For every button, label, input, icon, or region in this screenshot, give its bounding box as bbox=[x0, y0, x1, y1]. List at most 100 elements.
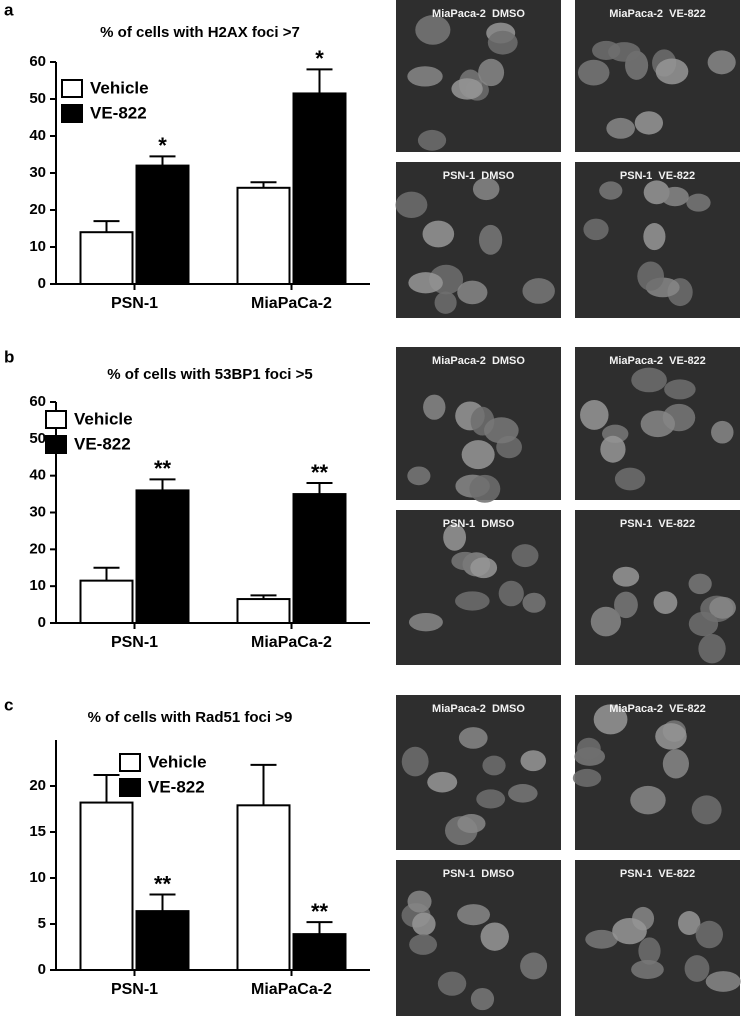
image-label: MiaPaca-2 DMSO bbox=[432, 8, 525, 20]
bar bbox=[236, 804, 291, 971]
panel-label: a bbox=[4, 0, 14, 19]
nucleus bbox=[483, 417, 519, 444]
nucleus bbox=[631, 367, 667, 393]
nucleus bbox=[469, 474, 501, 503]
y-tick-label: 40 bbox=[29, 467, 46, 484]
legend-swatch bbox=[45, 410, 67, 429]
nucleus bbox=[407, 890, 432, 913]
nucleus bbox=[600, 435, 626, 463]
nucleus bbox=[401, 746, 429, 777]
significance-label: ** bbox=[154, 456, 172, 481]
x-tick-label: PSN-1 bbox=[111, 295, 158, 312]
nucleus bbox=[458, 727, 488, 749]
bar bbox=[236, 186, 291, 285]
image-label: MiaPaca-2 VE-822 bbox=[609, 703, 706, 715]
nucleus bbox=[498, 580, 524, 607]
nucleus bbox=[470, 557, 498, 579]
y-tick-label: 0 bbox=[38, 614, 46, 631]
nucleus bbox=[585, 929, 618, 949]
image-label: PSN-1 VE-822 bbox=[620, 518, 695, 530]
nucleus bbox=[638, 937, 661, 965]
nucleus bbox=[511, 544, 539, 568]
chart-title: % of cells with H2AX foci >7 bbox=[100, 24, 300, 41]
micrograph bbox=[396, 510, 561, 665]
nucleus bbox=[599, 181, 623, 200]
nucleus bbox=[434, 291, 457, 314]
nucleus bbox=[655, 723, 687, 750]
significance-label: * bbox=[158, 133, 167, 158]
nucleus bbox=[709, 596, 736, 619]
nucleus bbox=[407, 466, 431, 486]
nucleus bbox=[640, 410, 675, 438]
bar bbox=[292, 493, 347, 625]
nucleus bbox=[631, 960, 664, 980]
nucleus bbox=[478, 58, 505, 87]
nucleus bbox=[583, 218, 609, 241]
legend-swatch bbox=[61, 79, 83, 98]
x-tick-label: MiaPaCa-2 bbox=[251, 634, 332, 651]
nucleus bbox=[457, 814, 486, 834]
y-tick-label: 10 bbox=[29, 577, 46, 594]
panel-label: b bbox=[4, 347, 14, 366]
image-label: PSN-1 VE-822 bbox=[620, 868, 695, 880]
panel-label: c bbox=[4, 695, 13, 714]
significance-label: ** bbox=[311, 460, 329, 485]
y-tick-label: 0 bbox=[38, 275, 46, 292]
bar bbox=[79, 579, 134, 624]
legend-swatch bbox=[119, 753, 141, 772]
nucleus bbox=[409, 934, 438, 955]
nucleus bbox=[408, 612, 443, 632]
nucleus bbox=[688, 573, 712, 595]
nucleus bbox=[695, 920, 723, 949]
bar bbox=[292, 92, 347, 285]
nucleus bbox=[395, 191, 428, 219]
y-tick-label: 20 bbox=[29, 540, 46, 557]
y-tick-label: 0 bbox=[38, 961, 46, 978]
legend-swatch bbox=[119, 778, 141, 797]
y-tick-label: 50 bbox=[29, 430, 46, 447]
significance-label: ** bbox=[311, 899, 329, 924]
nucleus bbox=[457, 280, 488, 305]
nucleus bbox=[686, 193, 711, 212]
y-tick-label: 30 bbox=[29, 164, 46, 181]
nucleus bbox=[472, 177, 500, 201]
nucleus bbox=[711, 420, 734, 444]
bar bbox=[79, 801, 134, 971]
legend-swatch bbox=[61, 104, 83, 123]
y-tick-label: 15 bbox=[29, 823, 46, 840]
image-label: PSN-1 DMSO bbox=[443, 518, 515, 530]
nucleus bbox=[422, 220, 455, 248]
nucleus bbox=[691, 795, 722, 825]
nucleus bbox=[427, 771, 458, 793]
x-tick-label: MiaPaCa-2 bbox=[251, 981, 332, 998]
nucleus bbox=[637, 261, 665, 291]
legend-label: Vehicle bbox=[90, 78, 149, 97]
nucleus bbox=[612, 566, 640, 587]
nucleus bbox=[520, 952, 548, 980]
nucleus bbox=[608, 42, 641, 62]
nucleus bbox=[487, 30, 518, 55]
nucleus bbox=[580, 399, 609, 430]
bar bbox=[79, 231, 134, 285]
nucleus bbox=[451, 78, 483, 100]
nucleus bbox=[522, 592, 546, 613]
legend-label: VE-822 bbox=[90, 103, 147, 122]
legend-swatch bbox=[45, 435, 67, 454]
y-tick-label: 60 bbox=[29, 53, 46, 70]
y-tick-label: 40 bbox=[29, 127, 46, 144]
y-tick-label: 20 bbox=[29, 201, 46, 218]
x-tick-label: PSN-1 bbox=[111, 634, 158, 651]
nucleus bbox=[655, 58, 689, 85]
nucleus bbox=[412, 912, 436, 936]
nucleus bbox=[407, 66, 443, 87]
nucleus bbox=[461, 440, 495, 470]
nucleus bbox=[688, 611, 719, 637]
y-tick-label: 60 bbox=[29, 393, 46, 410]
image-label: MiaPaca-2 DMSO bbox=[432, 355, 525, 367]
image-label: PSN-1 DMSO bbox=[443, 868, 515, 880]
nucleus bbox=[522, 278, 555, 304]
bar bbox=[135, 489, 190, 624]
legend-label: Vehicle bbox=[148, 752, 207, 771]
nucleus bbox=[423, 394, 446, 420]
